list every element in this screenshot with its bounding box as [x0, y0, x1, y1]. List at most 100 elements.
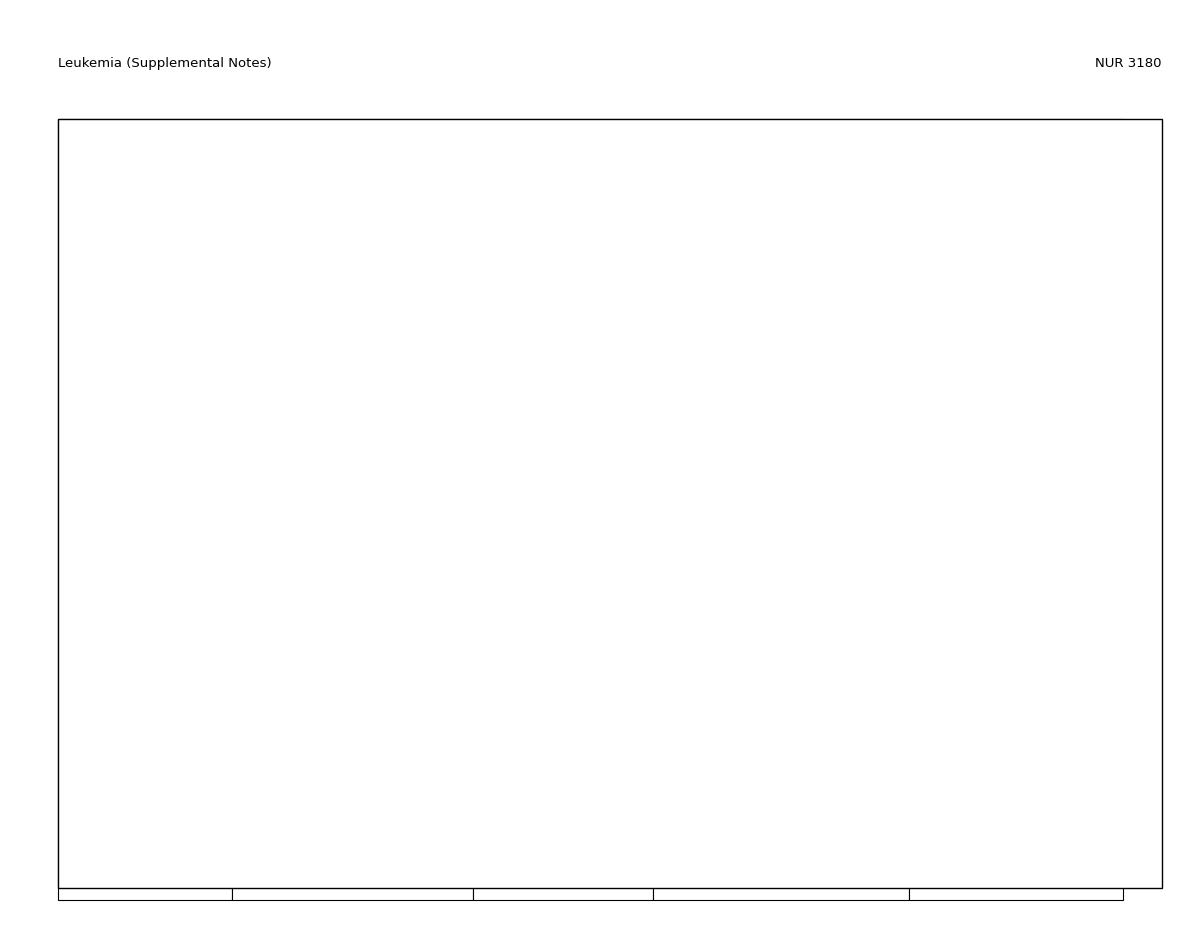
Text: Acute Myeloid: Acute Myeloid	[65, 183, 164, 196]
Text: Major spontaneous: Major spontaneous	[480, 235, 599, 248]
Text: Infection: Infection	[480, 183, 534, 196]
Text: Consolidation therapy when pt: Consolidation therapy when pt	[660, 511, 852, 524]
Text: (Philadelphia chromosome): (Philadelphia chromosome)	[239, 780, 410, 793]
Text: Medical Management: Medical Management	[660, 125, 803, 138]
Text: Achieve complete remission with no: Achieve complete remission with no	[660, 183, 886, 196]
Text: Ecchymoses, petechiae: Ecchymoses, petechiae	[480, 217, 628, 230]
Text: Summary: Summary	[65, 125, 128, 138]
Text: WBC may be low, normal,: WBC may be low, normal,	[239, 425, 401, 438]
Text: Severe mucositis,: Severe mucositis,	[480, 476, 590, 489]
Text: of treatment:: of treatment:	[916, 269, 1000, 282]
Text: Supportive care:: Supportive care:	[660, 441, 763, 454]
Text: recovers from induction; to: recovers from induction; to	[660, 527, 830, 540]
Text: In 90-95% of patients, a: In 90-95% of patients, a	[239, 728, 390, 741]
Bar	[908, 176, 1123, 721]
Text: treatment (usually requiring: treatment (usually requiring	[660, 269, 836, 282]
Text: Related to insufficient: Related to insufficient	[239, 183, 377, 196]
Text: intracellular e-lytes and: intracellular e-lytes and	[916, 321, 1064, 334]
Text: anemia.: anemia.	[239, 286, 290, 299]
Text: from chromosome 22: from chromosome 22	[239, 762, 373, 775]
Bar	[58, 119, 232, 176]
Text: cells.: cells.	[239, 217, 271, 230]
Text: Complications: Complications	[480, 125, 574, 138]
Text: BM analysis: increased: BM analysis: increased	[239, 511, 383, 524]
Text: Priorities:: Priorities:	[916, 183, 974, 196]
Text: Chronic Myeloid: Chronic Myeloid	[65, 728, 176, 741]
Bar	[232, 119, 473, 176]
Text: hemorrhages with PLT: hemorrhages with PLT	[480, 251, 618, 264]
Text: cells: cells	[65, 832, 96, 844]
Text: Nursing Management: Nursing Management	[916, 125, 1060, 138]
Bar	[58, 176, 232, 721]
Text: section of DNA is missing: section of DNA is missing	[239, 745, 398, 758]
Text: affected; increased: affected; increased	[65, 303, 186, 316]
Text: (enlarged liver or spleen,: (enlarged liver or spleen,	[239, 373, 397, 386]
Text: Fever also increases PLT: Fever also increases PLT	[480, 355, 631, 368]
Text: Cells infiltrate other organs: Cells infiltrate other organs	[239, 337, 410, 350]
Text: bone pain).: bone pain).	[239, 389, 311, 402]
Text: Weakness & fatigue from: Weakness & fatigue from	[239, 269, 397, 282]
Text: hospitalization): hospitalization)	[660, 286, 756, 299]
Text: fluids into circulation.: fluids into circulation.	[916, 337, 1051, 350]
Text: Pathologic increase in: Pathologic increase in	[65, 796, 220, 809]
Text: incidence with age: incidence with age	[65, 321, 184, 334]
Text: Defect in stem cells: Defect in stem cells	[65, 235, 190, 248]
Bar	[908, 119, 1123, 176]
Text: Increased uric acid levels,: Increased uric acid levels,	[916, 355, 1079, 368]
Text: leukemic cells; often along with: leukemic cells; often along with	[660, 337, 858, 350]
Bar	[58, 119, 1162, 888]
Text: signals to leukemia cells: signals to leukemia cells	[660, 796, 814, 809]
Text: bleeding: GI,: bleeding: GI,	[480, 303, 559, 316]
Text: Assess for complications: Assess for complications	[916, 251, 1070, 264]
Text: Differential: circulating: Differential: circulating	[239, 459, 383, 472]
Text: in stem cell: in stem cell	[65, 780, 145, 793]
Text: Chemotherapy:: Chemotherapy:	[660, 235, 756, 248]
Text: all myeloid cells.: all myeloid cells.	[65, 269, 169, 282]
Text: pulmonary, intracranial: pulmonary, intracranial	[480, 321, 626, 334]
Text: Fever & infection from: Fever & infection from	[239, 235, 379, 248]
Text: All age groups: All age groups	[65, 286, 155, 299]
Text: production of normal blood: production of normal blood	[239, 200, 409, 213]
Text: Aim of induction is to eradicate: Aim of induction is to eradicate	[660, 321, 857, 334]
Bar	[653, 119, 908, 176]
Text: May be candidates for PBSCT: May be candidates for PBSCT	[660, 562, 844, 575]
Text: Therapy depends on stage of: Therapy depends on stage of	[660, 728, 844, 741]
Text: Transfusions of PRBC & PLTs: Transfusions of PRBC & PLTs	[660, 459, 834, 472]
Text: Induction therapy=aggressive: Induction therapy=aggressive	[660, 251, 850, 264]
Text: normal cells as well.: normal cells as well.	[660, 355, 787, 368]
Bar	[908, 721, 1123, 900]
Text: Usually 20 years and older: Usually 20 years and older	[239, 814, 407, 827]
Text: Most common sites of: Most common sites of	[480, 286, 617, 299]
Text: production of blast: production of blast	[65, 814, 198, 827]
Bar	[58, 721, 232, 900]
Text: diarrhea.: diarrhea.	[916, 459, 972, 472]
Text: Difficulty meeting: Difficulty meeting	[480, 511, 592, 524]
Text: 80% 5 year survival: 80% 5 year survival	[660, 814, 785, 827]
Text: Pt becomes neutropenic,: Pt becomes neutropenic,	[660, 389, 816, 402]
Text: Increased incidence with: Increased incidence with	[239, 832, 395, 844]
Text: (peaks at 60 y/o).: (peaks at 60 y/o).	[65, 337, 175, 350]
Text: syndrome): syndrome)	[916, 389, 983, 402]
Text: high: high	[239, 441, 266, 454]
Text: Anorexia, N/V, mucositis,: Anorexia, N/V, mucositis,	[916, 441, 1073, 454]
Text: diarrhea: diarrhea	[480, 493, 533, 506]
Text: consumption: consumption	[480, 373, 560, 386]
Text: Variable prognosis;: Variable prognosis;	[65, 355, 184, 368]
Text: Fungal, bacterial: Fungal, bacterial	[480, 441, 584, 454]
Text: Lack of mature: Lack of mature	[480, 407, 575, 420]
Text: cells results in release of: cells results in release of	[916, 303, 1072, 316]
Text: Bleeding: Bleeding	[480, 200, 535, 213]
Text: nutritional needs.: nutritional needs.	[480, 527, 590, 540]
Text: Clinical Manifestations &
Assessment: Clinical Manifestations & Assessment	[239, 125, 404, 155]
Text: Prevent infection*: Prevent infection*	[916, 200, 1028, 213]
Bar	[473, 176, 653, 721]
Text: blasts & decreased: blasts & decreased	[239, 476, 359, 489]
Text: K, and PO4 (tumor lysis: K, and PO4 (tumor lysis	[916, 373, 1063, 386]
Text: Destruction of leukemic: Destruction of leukemic	[916, 286, 1064, 299]
Text: Leukemia (Supplemental Notes): Leukemia (Supplemental Notes)	[58, 57, 271, 70]
Text: and → other symptoms: and → other symptoms	[239, 355, 384, 368]
Text: that differentiate into: that differentiate into	[65, 251, 199, 264]
Text: immature blast cells: immature blast cells	[239, 527, 367, 540]
Text: Prevent bleeding*: Prevent bleeding*	[916, 217, 1028, 230]
Text: Leukemia (CML): Leukemia (CML)	[65, 745, 178, 758]
